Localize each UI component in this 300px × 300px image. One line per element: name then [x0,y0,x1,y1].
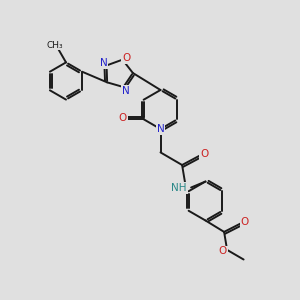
Text: NH: NH [171,183,187,193]
Text: O: O [219,246,227,256]
Text: N: N [157,124,164,134]
Text: CH₃: CH₃ [46,40,63,50]
Text: O: O [122,53,130,63]
Text: O: O [119,113,127,123]
Text: O: O [241,217,249,227]
Text: O: O [200,149,208,159]
Text: N: N [122,85,130,96]
Text: N: N [100,58,107,68]
